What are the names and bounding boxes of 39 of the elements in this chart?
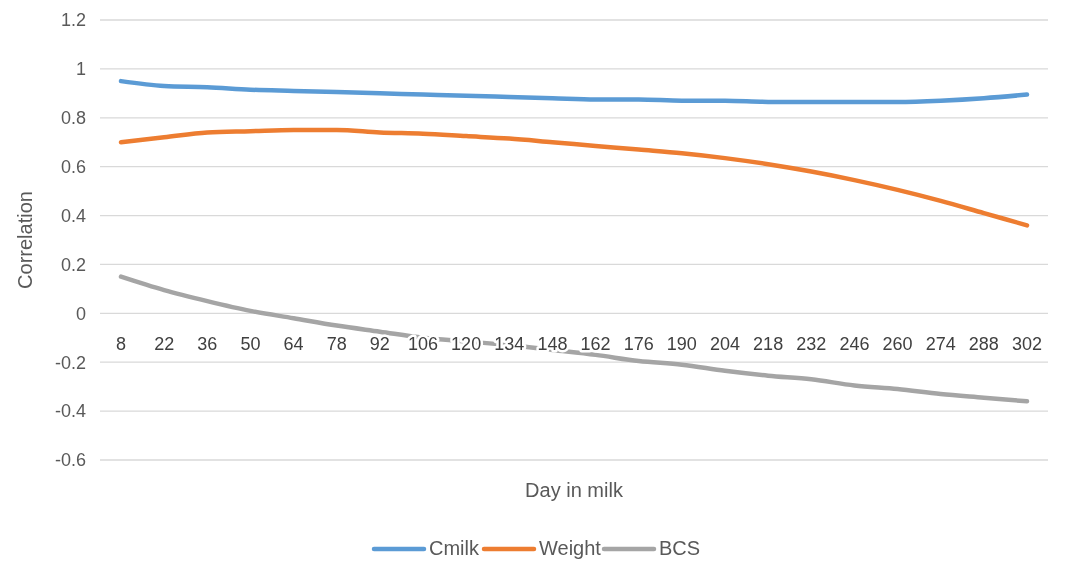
x-tick-label: 176	[623, 334, 654, 355]
y-tick-label: 0	[75, 303, 86, 324]
x-tick-label: 218	[753, 334, 784, 355]
x-tick-label: 120	[451, 334, 482, 355]
y-axis-title: Correlation	[14, 191, 36, 289]
x-tick-label: 260	[882, 334, 913, 355]
y-tick-label: 0.2	[60, 254, 86, 275]
y-tick-label: -0.4	[54, 401, 86, 422]
y-tick-label: 0.8	[60, 108, 86, 129]
x-tick-label: 274	[925, 334, 956, 355]
x-tick-label: 78	[326, 334, 347, 355]
line-series	[118, 78, 1030, 105]
y-tick-label: -0.2	[54, 352, 86, 373]
legend-label: Weight	[539, 537, 602, 559]
x-tick-label: 92	[369, 334, 390, 355]
x-tick-label: 22	[154, 334, 175, 355]
x-tick-label: 288	[968, 334, 999, 355]
x-tick-label: 134	[494, 334, 525, 355]
x-tick-label: 106	[407, 334, 439, 355]
x-tick-label: 50	[240, 334, 261, 355]
x-axis-title: Day in milk	[525, 479, 624, 501]
x-tick-label: 64	[283, 334, 304, 355]
x-tick-label: 148	[537, 334, 568, 355]
y-tick-label: 0.6	[60, 156, 86, 177]
legend-label: BCS	[659, 537, 701, 559]
y-tick-label: 1	[75, 59, 86, 80]
x-tick-label: 204	[709, 334, 741, 355]
x-tick-label: 190	[666, 334, 697, 355]
line-series	[118, 127, 1030, 228]
x-tick-label: 302	[1011, 334, 1043, 355]
x-tick-label: 232	[796, 334, 827, 355]
x-tick-label: 162	[580, 334, 611, 355]
x-tick-label: 8	[115, 334, 127, 355]
x-tick-label: 36	[197, 334, 218, 355]
x-tick-label: 246	[839, 334, 870, 355]
legend-label: Cmilk	[429, 537, 480, 559]
y-tick-label: -0.6	[54, 450, 86, 471]
y-tick-label: 0.4	[60, 205, 86, 226]
y-tick-label: 1.2	[60, 10, 86, 31]
